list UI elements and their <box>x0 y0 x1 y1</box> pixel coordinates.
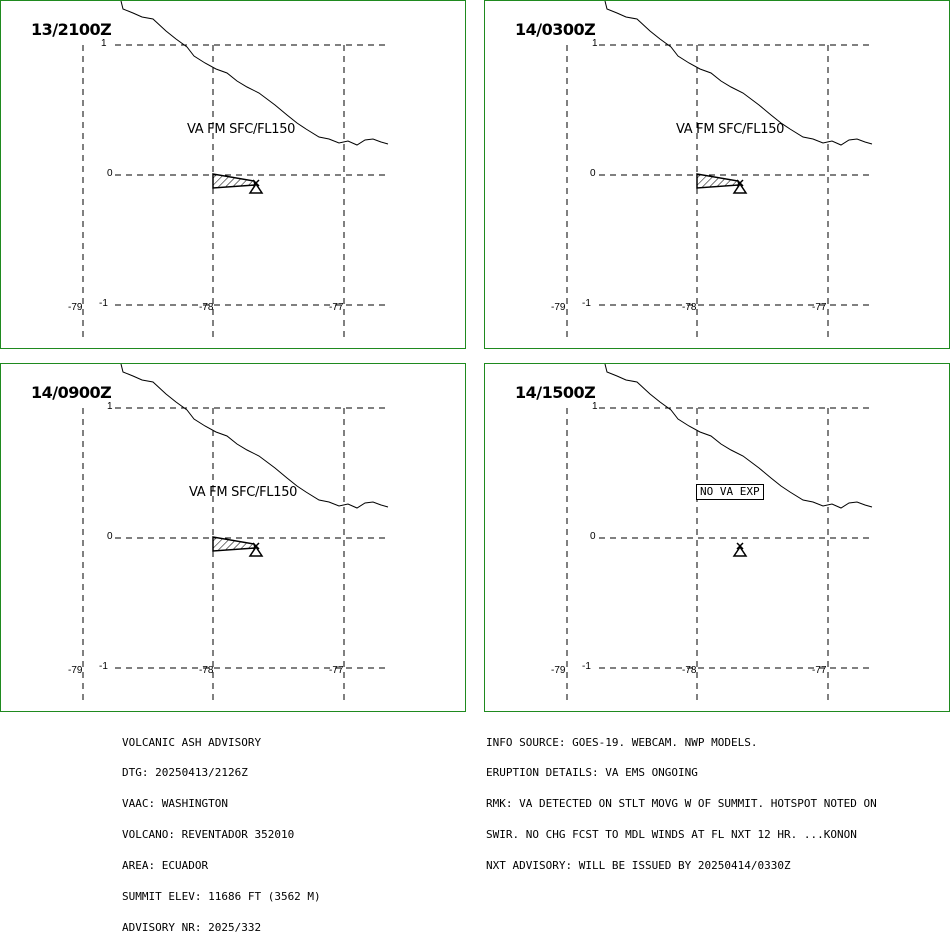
lon-label-78: -78 <box>199 302 214 313</box>
advisory-line: VAAC: WASHINGTON <box>122 797 228 811</box>
advisory-line: DTG: 20250413/2126Z <box>122 766 248 780</box>
summit-x-icon <box>252 542 260 550</box>
panel-time: 13/2100Z <box>31 20 112 39</box>
panel-time: 14/1500Z <box>515 383 596 402</box>
lat-label-0: 0 <box>107 531 113 542</box>
lat-label-1: 1 <box>101 38 107 49</box>
ash-cloud-polygon <box>212 536 256 552</box>
lon-label-79: -79 <box>551 302 566 313</box>
map-canvas <box>566 1 873 337</box>
lat-label-neg1: -1 <box>582 298 591 309</box>
advisory-line: SWIR. NO CHG FCST TO MDL WINDS AT FL NXT… <box>486 828 857 842</box>
lat-label-0: 0 <box>107 168 113 179</box>
lat-label-1: 1 <box>592 38 598 49</box>
lon-label-78: -78 <box>199 665 214 676</box>
coastline <box>120 1 389 146</box>
advisory-line: VOLCANIC ASH ADVISORY <box>122 735 262 749</box>
coastline <box>604 1 873 146</box>
advisory-line: ERUPTION DETAILS: VA EMS ONGOING <box>486 766 698 780</box>
summit-x-icon <box>736 179 744 187</box>
lon-label-79: -79 <box>68 302 83 313</box>
lat-label-0: 0 <box>590 531 596 542</box>
lon-label-77: -77 <box>812 302 827 313</box>
forecast-panel-1: 13/2100Z VA FM SFC/FL150 1 0 -1 -79 -78 … <box>0 0 466 349</box>
lon-label-77: -77 <box>329 665 344 676</box>
advisory-line: NXT ADVISORY: WILL BE ISSUED BY 20250414… <box>486 859 791 873</box>
volcano-triangle-icon <box>732 545 748 557</box>
advisory-line: RMK: VA DETECTED ON STLT MOVG W OF SUMMI… <box>486 797 877 811</box>
advisory-info-right: INFO SOURCE: GOES-19. WEBCAM. NWP MODELS… <box>486 717 877 882</box>
advisory-line: INFO SOURCE: GOES-19. WEBCAM. NWP MODELS… <box>486 735 758 749</box>
lon-label-77: -77 <box>329 302 344 313</box>
lat-label-neg1: -1 <box>582 661 591 672</box>
lat-label-neg1: -1 <box>99 298 108 309</box>
va-label: VA FM SFC/FL150 <box>189 485 298 500</box>
advisory-line: SUMMIT ELEV: 11686 FT (3562 M) <box>122 890 321 904</box>
va-label: VA FM SFC/FL150 <box>676 122 785 137</box>
lon-label-78: -78 <box>682 665 697 676</box>
panel-time: 14/0900Z <box>31 383 112 402</box>
lon-label-77: -77 <box>812 665 827 676</box>
map-canvas <box>566 364 873 700</box>
forecast-panel-4: 14/1500Z NO VA EXP 1 0 -1 -79 -78 -77 <box>484 363 950 712</box>
no-va-expected-box: NO VA EXP <box>696 484 764 500</box>
lat-label-0: 0 <box>590 168 596 179</box>
coastline <box>604 364 873 509</box>
advisory-info-left: VOLCANIC ASH ADVISORY DTG: 20250413/2126… <box>122 717 321 944</box>
forecast-panel-2: 14/0300Z VA FM SFC/FL150 1 0 -1 -79 -78 … <box>484 0 950 349</box>
lon-label-79: -79 <box>68 665 83 676</box>
coastline <box>120 364 389 509</box>
ash-cloud-polygon <box>696 173 740 189</box>
advisory-line: ADVISORY NR: 2025/332 <box>122 920 262 934</box>
lat-label-neg1: -1 <box>99 661 108 672</box>
lat-label-1: 1 <box>592 401 598 412</box>
lon-label-79: -79 <box>551 665 566 676</box>
volcano-triangle-icon <box>732 182 748 194</box>
panel-time: 14/0300Z <box>515 20 596 39</box>
volcano-triangle-icon <box>248 182 264 194</box>
volcano-triangle-icon <box>248 545 264 557</box>
map-canvas <box>82 364 389 700</box>
lon-label-78: -78 <box>682 302 697 313</box>
advisory-line: VOLCANO: REVENTADOR 352010 <box>122 828 295 842</box>
ash-cloud-polygon <box>212 173 256 189</box>
va-label: VA FM SFC/FL150 <box>187 122 296 137</box>
map-canvas <box>82 1 389 337</box>
summit-x-icon <box>252 179 260 187</box>
forecast-panel-3: 14/0900Z VA FM SFC/FL150 1 0 -1 -79 -78 … <box>0 363 466 712</box>
advisory-line: AREA: ECUADOR <box>122 859 209 873</box>
summit-x-icon <box>736 542 744 550</box>
lat-label-1: 1 <box>107 401 113 412</box>
